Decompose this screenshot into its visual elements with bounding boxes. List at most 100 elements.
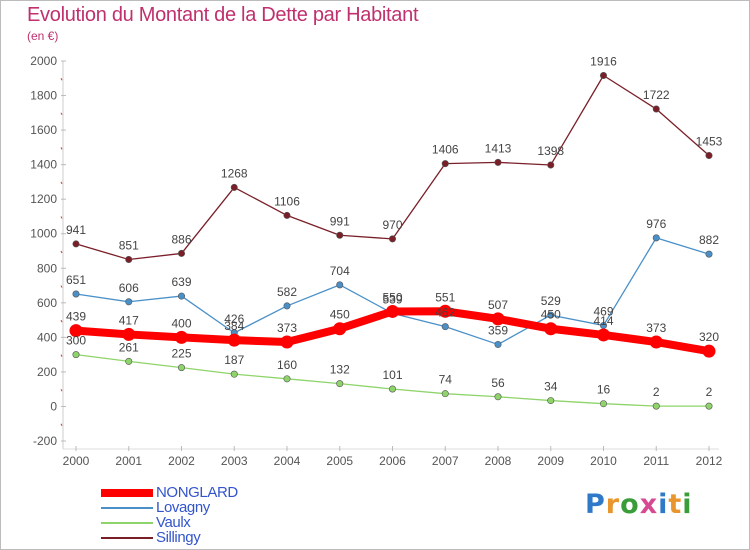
data-point-nonglard [702,344,716,358]
data-point-nonglard [438,304,452,318]
data-label-vaulx: 34 [544,380,558,394]
data-point-lovagny [283,302,291,310]
data-point-sillingy [652,105,660,113]
data-label-sillingy: 1106 [274,194,300,208]
y-minor-tick [60,388,63,392]
data-label-vaulx: 2 [706,385,713,399]
y-tick-label: 2000 [30,54,57,68]
data-label-nonglard: 373 [646,321,666,335]
logo-letter: i [658,489,669,520]
data-label-lovagny: 359 [488,323,508,337]
y-minor-tick [60,216,63,219]
data-label-nonglard: 373 [277,321,297,335]
legend-label: Lovagny [156,499,210,516]
data-point-sillingy [230,183,238,191]
data-label-lovagny: 469 [593,304,613,318]
data-point-nonglard [386,304,399,318]
logo-letter: x [639,489,659,520]
data-point-lovagny [494,340,502,348]
data-label-lovagny: 462 [435,306,455,320]
data-point-nonglard [69,324,83,338]
data-label-vaulx: 225 [171,347,191,361]
data-point-vaulx [599,400,607,408]
data-point-vaulx [336,380,344,388]
data-label-sillingy: 1722 [643,88,670,102]
data-point-sillingy [72,240,80,248]
y-tick-label: 600 [37,296,57,310]
data-label-nonglard: 550 [382,290,402,304]
y-tick-label: -200 [33,434,57,448]
data-label-vaulx: 2 [653,385,660,399]
data-point-sillingy [441,160,449,168]
logo-letter: o [620,489,640,520]
data-label-sillingy: 1406 [432,143,459,157]
y-minor-tick [60,147,63,150]
data-label-lovagny: 529 [541,294,561,308]
data-label-sillingy: 1453 [696,134,723,148]
data-point-vaulx [125,357,133,365]
y-minor-tick [60,112,63,116]
data-point-vaulx [72,351,80,359]
x-tick-label: 2007 [432,454,459,468]
data-point-sillingy [388,235,396,243]
data-point-vaulx [178,364,186,372]
data-label-lovagny: 606 [119,281,139,295]
x-tick-label: 2000 [63,454,90,468]
y-minor-tick [60,354,63,357]
data-label-lovagny: 976 [646,217,666,231]
axes: 2000180016001400120010008006004002000-20… [30,54,722,468]
data-point-lovagny [125,298,133,306]
data-point-lovagny [547,311,555,319]
data-point-nonglard [280,335,294,349]
data-point-lovagny [336,281,344,289]
data-labels: 941 851 886 1268 1106 991 970 1406 1413 1398 1916 1… [66,55,723,400]
data-point-sillingy [494,158,502,166]
data-label-vaulx: 300 [66,334,86,348]
data-point-lovagny [178,292,186,300]
x-tick-label: 2011 [643,454,669,468]
data-point-nonglard [649,335,663,349]
y-tick-label: 1600 [30,123,57,137]
data-point-nonglard [227,333,241,347]
data-point-sillingy [178,249,186,257]
data-label-lovagny: 704 [330,264,350,278]
data-label-nonglard: 439 [66,310,86,324]
data-label-vaulx: 101 [382,368,402,382]
y-minor-tick [60,319,63,323]
chart-subtitle: (en €) [27,29,59,43]
data-point-sillingy [547,161,555,169]
logo-letter: i [682,489,693,520]
data-label-sillingy: 851 [119,238,139,252]
data-point-lovagny [441,323,449,331]
data-label-lovagny: 882 [699,233,719,247]
data-point-sillingy [125,255,133,263]
x-tick-label: 2001 [115,454,142,468]
y-tick-label: 400 [37,330,57,344]
data-point-lovagny [705,250,713,258]
data-label-sillingy: 1398 [537,144,564,158]
x-tick-label: 2002 [168,454,195,468]
x-tick-label: 2005 [326,454,353,468]
data-point-vaulx [547,397,555,405]
x-tick-label: 2008 [485,454,512,468]
data-point-sillingy [705,151,713,159]
data-label-lovagny: 651 [66,273,86,287]
x-tick-label: 2006 [379,454,406,468]
y-minor-tick [60,285,63,288]
data-label-nonglard: 450 [541,308,561,322]
data-label-sillingy: 1268 [221,166,248,180]
data-label-nonglard: 507 [488,298,508,312]
data-label-nonglard: 417 [119,313,139,327]
y-tick-label: 1000 [30,227,57,241]
data-label-lovagny: 639 [171,275,191,289]
y-tick-label: 1800 [30,89,57,103]
x-tick-label: 2009 [537,454,564,468]
data-label-vaulx: 160 [277,358,297,372]
data-point-nonglard [175,330,188,344]
data-point-sillingy [336,231,344,239]
data-label-lovagny: 426 [224,312,244,326]
data-label-nonglard: 551 [435,290,455,304]
y-minor-tick [60,181,63,185]
